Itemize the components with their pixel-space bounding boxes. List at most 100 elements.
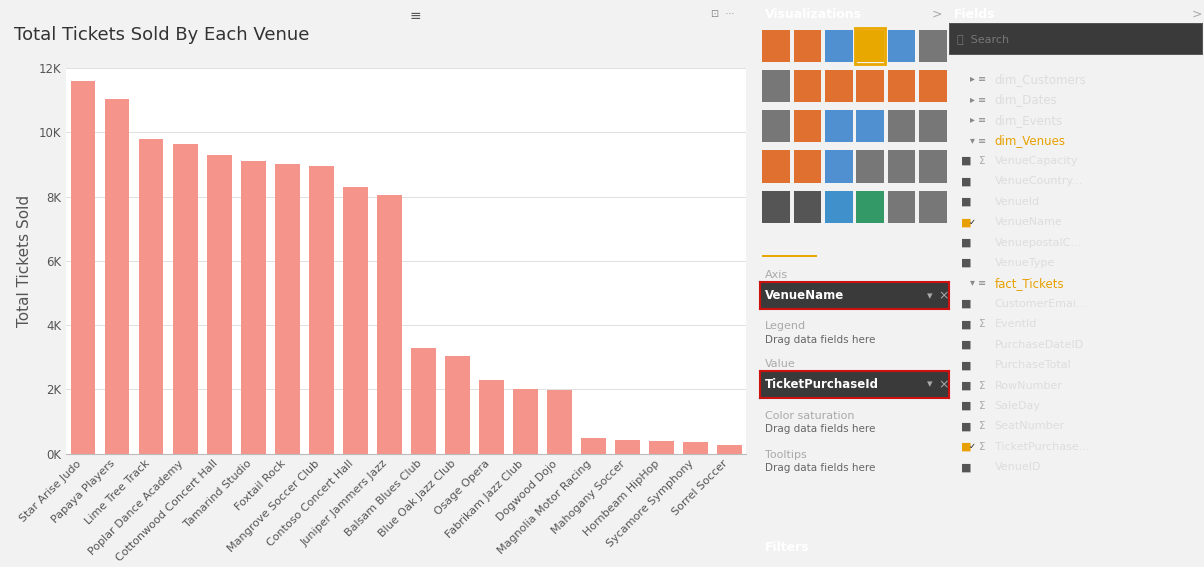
Bar [856,29,884,62]
Text: ■: ■ [961,238,972,248]
Text: VenueName: VenueName [995,217,1062,227]
Bar [887,150,915,183]
Text: >: > [1192,8,1203,20]
Text: ■: ■ [961,197,972,207]
Text: dim_Dates: dim_Dates [995,94,1057,106]
Bar [793,29,821,62]
Text: ▾ ≡: ▾ ≡ [970,278,986,289]
Text: VenueId: VenueId [995,197,1039,207]
Text: VenueType: VenueType [995,258,1055,268]
Bar [173,143,197,454]
Bar [309,166,334,454]
Bar [887,191,915,223]
Bar [919,110,946,142]
Text: ■: ■ [961,319,972,329]
Bar [793,191,821,223]
Text: Fields: Fields [954,8,995,20]
Bar [919,191,946,223]
Text: VenuepostalC...: VenuepostalC... [995,238,1081,248]
Text: Drag data fields here: Drag data fields here [766,424,875,434]
Bar [887,29,915,62]
Bar [887,70,915,102]
Text: VenueName: VenueName [766,290,844,302]
Text: ■: ■ [961,421,972,431]
Text: ■: ■ [961,401,972,411]
Bar [919,150,946,183]
Text: >: > [932,8,942,20]
Bar [762,110,790,142]
Text: SeatNumber: SeatNumber [995,421,1064,431]
Bar [793,150,821,183]
Text: ■: ■ [961,156,972,166]
Text: ⊡  ···: ⊡ ··· [710,9,734,19]
Bar [856,70,884,102]
Bar [411,348,436,454]
Text: ■: ■ [961,380,972,391]
Bar [825,70,852,102]
Bar [615,440,639,454]
Text: ≡: ≡ [409,9,421,23]
Bar [71,81,95,454]
Text: PurchaseTotal: PurchaseTotal [995,360,1072,370]
Text: ✓: ✓ [969,442,976,451]
Bar [762,29,790,62]
Text: Filters: Filters [766,541,810,554]
Text: Σ: Σ [979,319,985,329]
Y-axis label: Total Tickets Sold: Total Tickets Sold [17,194,31,327]
Bar [762,191,790,223]
Text: TicketPurchase...: TicketPurchase... [995,442,1090,452]
Text: dim_Venues: dim_Venues [995,134,1066,147]
Text: ▾: ▾ [927,379,932,390]
Text: VenueID: VenueID [995,462,1041,472]
Text: SaleDay: SaleDay [995,401,1040,411]
Bar [241,161,266,454]
Bar [343,187,367,454]
Text: PurchaseDateID: PurchaseDateID [995,340,1084,350]
Bar [856,191,884,223]
Bar [856,110,884,142]
Bar [793,70,821,102]
Text: dim_Customers: dim_Customers [995,73,1086,86]
Bar [919,70,946,102]
Text: Legend: Legend [766,321,807,331]
Bar [649,441,674,454]
Bar [825,29,852,62]
Bar [718,445,742,454]
Text: Total Tickets Sold By Each Venue: Total Tickets Sold By Each Venue [14,26,309,44]
Bar [887,110,915,142]
Text: ▾ ≡: ▾ ≡ [970,136,986,146]
Text: fact_Tickets: fact_Tickets [995,277,1064,290]
Bar [856,28,885,64]
Bar [275,164,300,454]
Text: 🔍  Search: 🔍 Search [957,33,1009,44]
Bar [377,195,402,454]
Bar [513,389,538,454]
Text: ■: ■ [961,258,972,268]
Text: Σ: Σ [979,156,985,166]
Text: ▸ ≡: ▸ ≡ [970,74,986,84]
Bar [825,150,852,183]
Bar [825,110,852,142]
Bar [919,29,946,62]
Bar [445,356,470,454]
Text: ×: × [939,378,949,391]
Bar [856,150,884,183]
Bar [762,70,790,102]
Text: Σ: Σ [979,421,985,431]
Text: ✓: ✓ [969,218,976,227]
Bar [762,255,816,257]
Bar [479,380,503,454]
Text: EventId: EventId [995,319,1037,329]
Text: VenueCapacity: VenueCapacity [995,156,1078,166]
Text: Drag data fields here: Drag data fields here [766,335,875,345]
Text: ■: ■ [961,176,972,187]
Text: CustomerEmai...: CustomerEmai... [995,299,1087,309]
Bar [138,139,164,454]
Text: ■: ■ [961,360,972,370]
Text: Σ: Σ [979,380,985,391]
Text: ■: ■ [961,217,972,227]
Text: Visualizations: Visualizations [766,8,862,20]
Bar [105,99,130,454]
Bar [207,155,231,454]
Bar [582,438,606,454]
